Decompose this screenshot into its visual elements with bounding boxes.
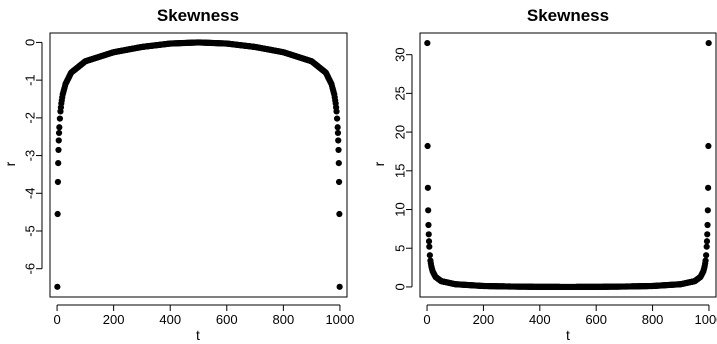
x-tick-label: 600 xyxy=(216,312,238,327)
data-point xyxy=(334,124,341,131)
y-tick-label: 0 xyxy=(22,39,37,46)
y-tick-label: -6 xyxy=(22,263,37,275)
data-point xyxy=(334,129,342,137)
chart-title: Skewness xyxy=(527,6,609,25)
y-tick-label: 25 xyxy=(392,86,407,100)
data-point xyxy=(702,257,709,264)
data-point xyxy=(333,108,340,115)
data-point xyxy=(704,221,711,229)
data-point xyxy=(426,243,433,250)
data-point xyxy=(55,137,62,144)
y-tick-label: 15 xyxy=(392,164,407,178)
axes: 0 200 400 600 800 1000 0 5 10 15 20 25 30 xyxy=(392,32,717,327)
data-point xyxy=(56,115,64,122)
data-point xyxy=(336,283,343,290)
x-tick-label: 800 xyxy=(642,312,664,327)
x-tick-label: 400 xyxy=(529,312,551,327)
x-tick-label: 0 xyxy=(423,312,430,327)
y-tick-label: 30 xyxy=(392,47,407,61)
data-point xyxy=(55,146,62,154)
y-tick-label: 5 xyxy=(392,245,407,252)
y-tick-label: -4 xyxy=(22,188,37,200)
data-point xyxy=(424,184,431,191)
data-point xyxy=(54,210,61,218)
y-tick-label: 0 xyxy=(392,283,407,290)
data-point xyxy=(424,39,431,47)
chart-title: Skewness xyxy=(157,6,239,25)
x-tick-label: 200 xyxy=(473,312,495,327)
plot-frame xyxy=(49,32,348,298)
data-points xyxy=(424,39,712,291)
x-axis-label: t xyxy=(196,327,200,343)
data-point xyxy=(705,142,712,150)
data-point xyxy=(703,243,710,250)
x-axis-label: t xyxy=(566,327,570,343)
x-tick-label: 1000 xyxy=(325,312,354,327)
y-tick-label: 20 xyxy=(392,125,407,139)
data-point xyxy=(705,39,712,47)
data-point xyxy=(334,115,341,122)
y-tick-label: -2 xyxy=(22,112,37,124)
y-axis-label: r xyxy=(371,161,387,166)
data-point xyxy=(335,178,343,186)
x-tick-label: 600 xyxy=(585,312,607,327)
data-point xyxy=(335,146,342,154)
axes: 0 200 400 600 800 1000 0 -1 -2 -3 -4 -5 -6 xyxy=(22,32,354,327)
x-tick-label: 1000 xyxy=(694,312,717,327)
y-tick-label: 10 xyxy=(392,202,407,216)
y-tick-label: -5 xyxy=(22,225,37,237)
data-point xyxy=(54,283,61,290)
data-point xyxy=(425,207,432,214)
y-axis-label: r xyxy=(2,161,18,166)
data-point xyxy=(335,160,342,167)
data-points xyxy=(54,39,343,290)
y-tick-label: -3 xyxy=(22,150,37,162)
x-tick-label: 800 xyxy=(273,312,295,327)
data-point xyxy=(425,238,433,245)
x-tick-label: 0 xyxy=(53,312,60,327)
data-point xyxy=(55,160,62,167)
plot-frame xyxy=(419,32,717,298)
data-point xyxy=(55,129,63,137)
data-point xyxy=(703,252,710,259)
data-point xyxy=(705,184,712,191)
x-tick-label: 200 xyxy=(103,312,125,327)
data-point xyxy=(425,231,432,238)
data-point xyxy=(335,137,342,144)
data-point xyxy=(426,252,433,259)
data-point xyxy=(54,178,62,186)
data-point xyxy=(424,142,431,150)
data-point xyxy=(336,210,343,218)
data-point xyxy=(703,238,711,245)
y-tick-label: -1 xyxy=(22,74,37,86)
x-tick-label: 400 xyxy=(159,312,181,327)
data-point xyxy=(704,207,711,214)
data-point xyxy=(56,124,63,131)
data-point xyxy=(425,221,432,229)
data-point xyxy=(704,231,711,238)
